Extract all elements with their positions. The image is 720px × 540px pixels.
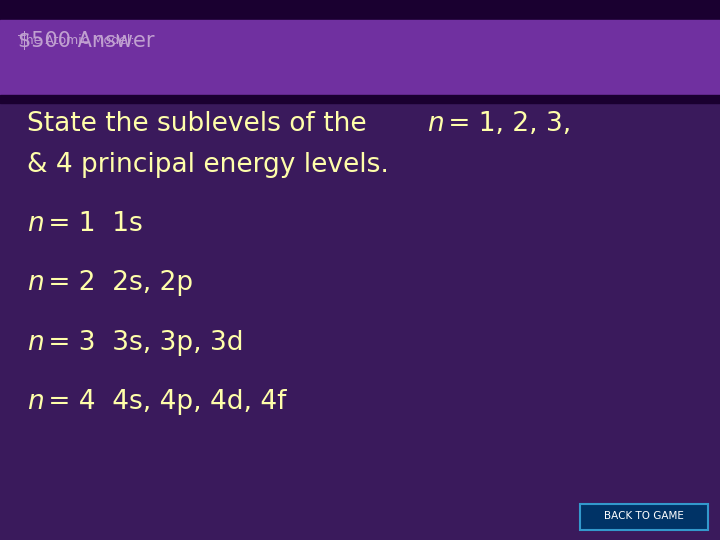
FancyBboxPatch shape: [580, 504, 708, 530]
Text: = 4  4s, 4p, 4d, 4f: = 4 4s, 4p, 4d, 4f: [40, 389, 287, 415]
Text: = 1  1s: = 1 1s: [40, 211, 143, 237]
Bar: [0, 0, 720, 20]
Text: n: n: [27, 211, 44, 237]
Text: n: n: [27, 389, 44, 415]
Text: & 4 principal energy levels.: & 4 principal energy levels.: [27, 152, 390, 178]
Bar: [0, 20, 720, 95]
Text: = 1, 2, 3,: = 1, 2, 3,: [440, 111, 571, 137]
Text: BACK TO GAME: BACK TO GAME: [604, 511, 684, 521]
Text: = 3  3s, 3p, 3d: = 3 3s, 3p, 3d: [40, 330, 244, 356]
Text: $500 Answer: $500 Answer: [18, 31, 155, 51]
Text: n: n: [427, 111, 444, 137]
Bar: [0, 95, 720, 103]
Text: = 2  2s, 2p: = 2 2s, 2p: [40, 271, 194, 296]
Text: n: n: [27, 271, 44, 296]
Text: State the sublevels of the: State the sublevels of the: [27, 111, 375, 137]
Text: The Atomic Model:: The Atomic Model:: [18, 33, 135, 46]
Text: n: n: [27, 330, 44, 356]
